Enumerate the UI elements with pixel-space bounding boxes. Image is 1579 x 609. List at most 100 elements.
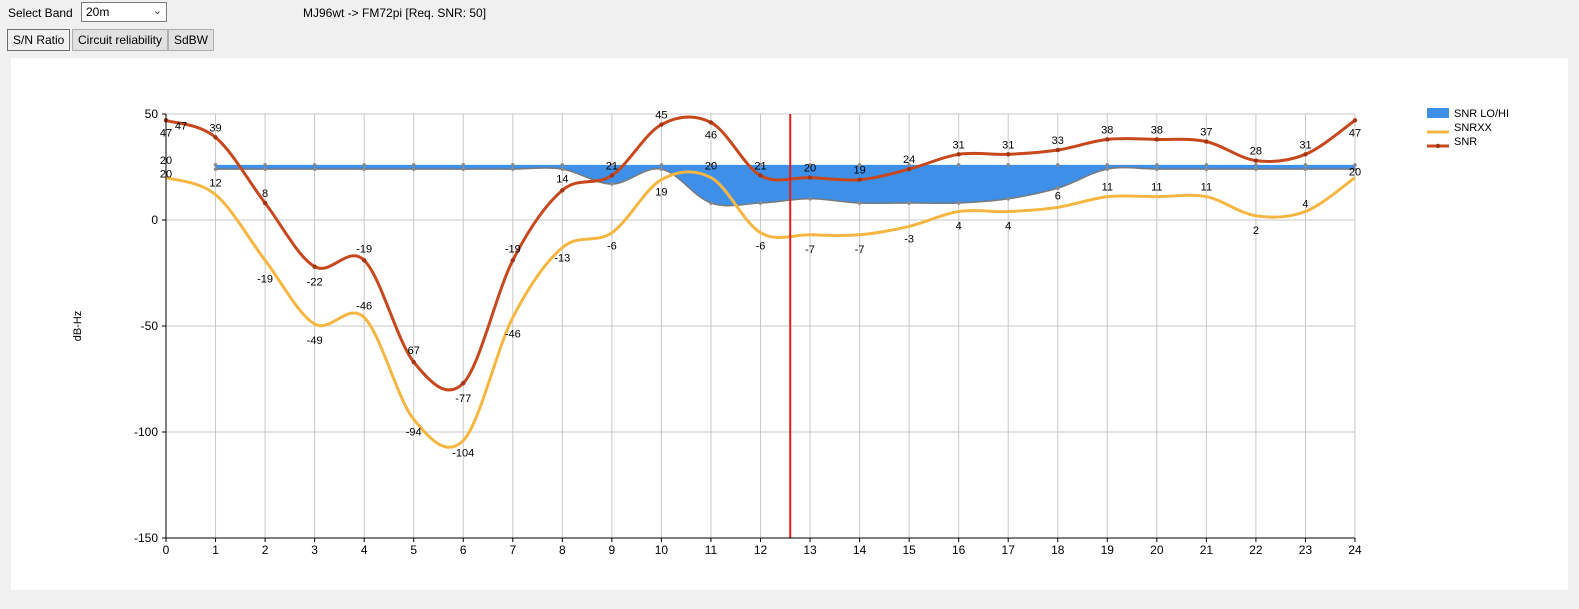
snr-point: [1303, 152, 1308, 157]
snr-data-label: 14: [556, 173, 568, 185]
snr-data-label: 39: [209, 122, 221, 134]
chart-panel: 20 12 -19 -49 -46 -94 -104 -46 -13 -6 19 20 -6 -7 -7 -3…: [11, 58, 1568, 590]
snr-hi-point: [510, 163, 515, 167]
snrxx-data-label: -6: [756, 241, 766, 253]
snr-lo-point: [857, 201, 862, 205]
snr-hi-point: [312, 163, 317, 167]
snr-lo-edge: [215, 166, 1355, 207]
snr-point: [1204, 139, 1209, 144]
snr-hi-point: [461, 163, 466, 167]
snr-lo-point: [1105, 167, 1110, 171]
axes: 0 1 2 3 4 5 6 7 8 9 10 11 12 13 14 15 16 17 18 19 20 21 22 23 24…: [134, 107, 1362, 557]
x-tick-label: 21: [1200, 543, 1214, 557]
snrxx-data-label: 19: [655, 187, 667, 199]
snr-lo-point: [1303, 167, 1308, 171]
x-tick-label: 22: [1249, 543, 1263, 557]
snrxx-data-label: 6: [1055, 190, 1061, 202]
x-tick-label: 12: [754, 543, 768, 557]
tab-sdbw[interactable]: SdBW: [168, 29, 215, 51]
snr-lo-point: [510, 167, 515, 171]
snr-data-label: 31: [953, 139, 965, 151]
snr-point: [1055, 147, 1060, 153]
snr-hi-point: [560, 163, 565, 167]
snr-hi-point: [1006, 163, 1011, 167]
snr-point: [461, 381, 466, 386]
snr-lohi-area: [215, 164, 1355, 206]
snr-data-label: 24: [903, 154, 915, 166]
snr-hi-point: [263, 163, 267, 167]
snr-point: [807, 175, 813, 180]
snrxx-data-label: -94: [406, 426, 422, 438]
snr-lo-point: [808, 197, 812, 201]
x-tick-label: 19: [1101, 543, 1115, 557]
snr-point: [1253, 158, 1259, 163]
snr-hi-point: [1155, 163, 1159, 167]
data-labels: 20 12 -19 -49 -46 -94 -104 -46 -13 -6 19 20 -6 -7 -7 -3…: [160, 110, 1361, 460]
snr-lo-point: [461, 167, 466, 171]
legend-label: SNRXX: [1454, 122, 1493, 134]
snr-lo-point: [362, 167, 366, 171]
snr-point: [312, 264, 317, 269]
snr-hi-point: [758, 163, 763, 167]
y-tick-label: -150: [134, 531, 158, 545]
snr-line: [165, 115, 1356, 392]
snr-lo-point: [956, 201, 961, 205]
snr-point: [857, 177, 862, 182]
snrxx-data-label: 4: [1005, 221, 1011, 233]
snr-hi-point: [411, 163, 416, 167]
snr-data-label: 33: [1052, 135, 1064, 147]
tab-sn-ratio[interactable]: S/N Ratio: [7, 29, 71, 51]
x-tick-label: 24: [1348, 543, 1362, 557]
snr-point: [1352, 118, 1358, 123]
tab-circuit-reliability[interactable]: Circuit reliability: [72, 29, 169, 51]
snr-hi-point: [907, 163, 911, 167]
snrxx-data-label: -46: [505, 329, 521, 341]
y-tick-label: -50: [141, 319, 159, 333]
snr-data-label: 28: [1250, 146, 1262, 158]
snr-data-label: 38: [1101, 124, 1113, 136]
x-tick-label: 3: [311, 543, 318, 557]
snr-hi-point: [1105, 163, 1110, 167]
snr-point: [510, 258, 515, 263]
snr-point: [1154, 137, 1160, 142]
snr-point: [609, 173, 615, 178]
x-tick-label: 16: [952, 543, 966, 557]
snr-lo-point: [610, 182, 614, 186]
snr-lo-point: [1006, 197, 1011, 201]
snrxx-data-label: 4: [956, 221, 962, 233]
band-select[interactable]: 20m ⌄: [81, 2, 167, 22]
extra-data-label: 47: [175, 120, 187, 132]
snr-lo-point: [263, 167, 267, 171]
snr-point: [213, 135, 218, 140]
snrxx-data-label: 2: [1253, 225, 1259, 237]
snr-hi-point: [857, 163, 862, 167]
snrxx-data-label: 11: [1102, 182, 1113, 194]
snr-lo-point: [1254, 167, 1258, 171]
snr-data-label: -22: [307, 277, 323, 289]
snrxx-data-label: 4: [1302, 199, 1308, 211]
snrxx-line: [165, 170, 1356, 449]
snr-data-label: 37: [1200, 127, 1212, 139]
snrxx-data-label: -7: [805, 244, 815, 256]
snr-data-label: 45: [655, 110, 667, 122]
snrxx-data-label: 20: [705, 161, 717, 173]
snr-data-label: 67: [408, 345, 420, 357]
x-tick-label: 20: [1150, 543, 1164, 557]
snr-lo-point: [907, 201, 911, 205]
snr-lo-point: [659, 167, 664, 171]
x-tick-label: 7: [509, 543, 516, 557]
snr-data-label: -19: [356, 243, 372, 255]
snr-data-label: 31: [1299, 139, 1311, 151]
x-tick-label: 5: [410, 543, 417, 557]
snr-point: [956, 152, 961, 157]
snr-lo-point: [411, 167, 416, 171]
snr-hi-point: [1303, 163, 1308, 167]
x-tick-label: 4: [361, 543, 368, 557]
snr-point: [262, 200, 268, 206]
snrxx-data-label: 11: [1201, 182, 1212, 194]
snr-point: [560, 188, 565, 193]
snr-lo-point: [1055, 186, 1060, 190]
snrxx-data-label: 20: [1349, 167, 1361, 179]
legend-marker-snr: [1435, 143, 1441, 149]
